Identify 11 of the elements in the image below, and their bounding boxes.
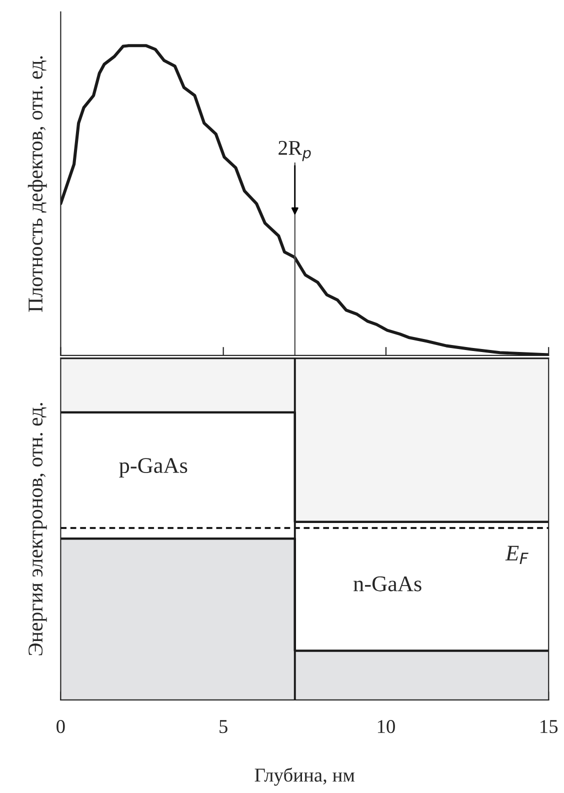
x-axis-title: Глубина, нм	[254, 768, 355, 786]
y-axis-title: Энергия электронов, отн. ед.	[28, 403, 47, 656]
x-tick-label: 0	[56, 720, 65, 734]
ref-line-label: E$_{F}$	[505, 546, 528, 564]
y-axis-title: Плотность дефектов, отн. ед.	[28, 56, 47, 312]
ref-line-label: 2R$_{p}$	[278, 140, 311, 162]
annotation: n-GaAs	[354, 576, 422, 592]
annotation: p-GaAs	[119, 458, 188, 478]
x-tick-label: 15	[540, 720, 558, 734]
x-tick-label: 5	[220, 720, 228, 734]
x-tick-label: 10	[378, 720, 395, 734]
